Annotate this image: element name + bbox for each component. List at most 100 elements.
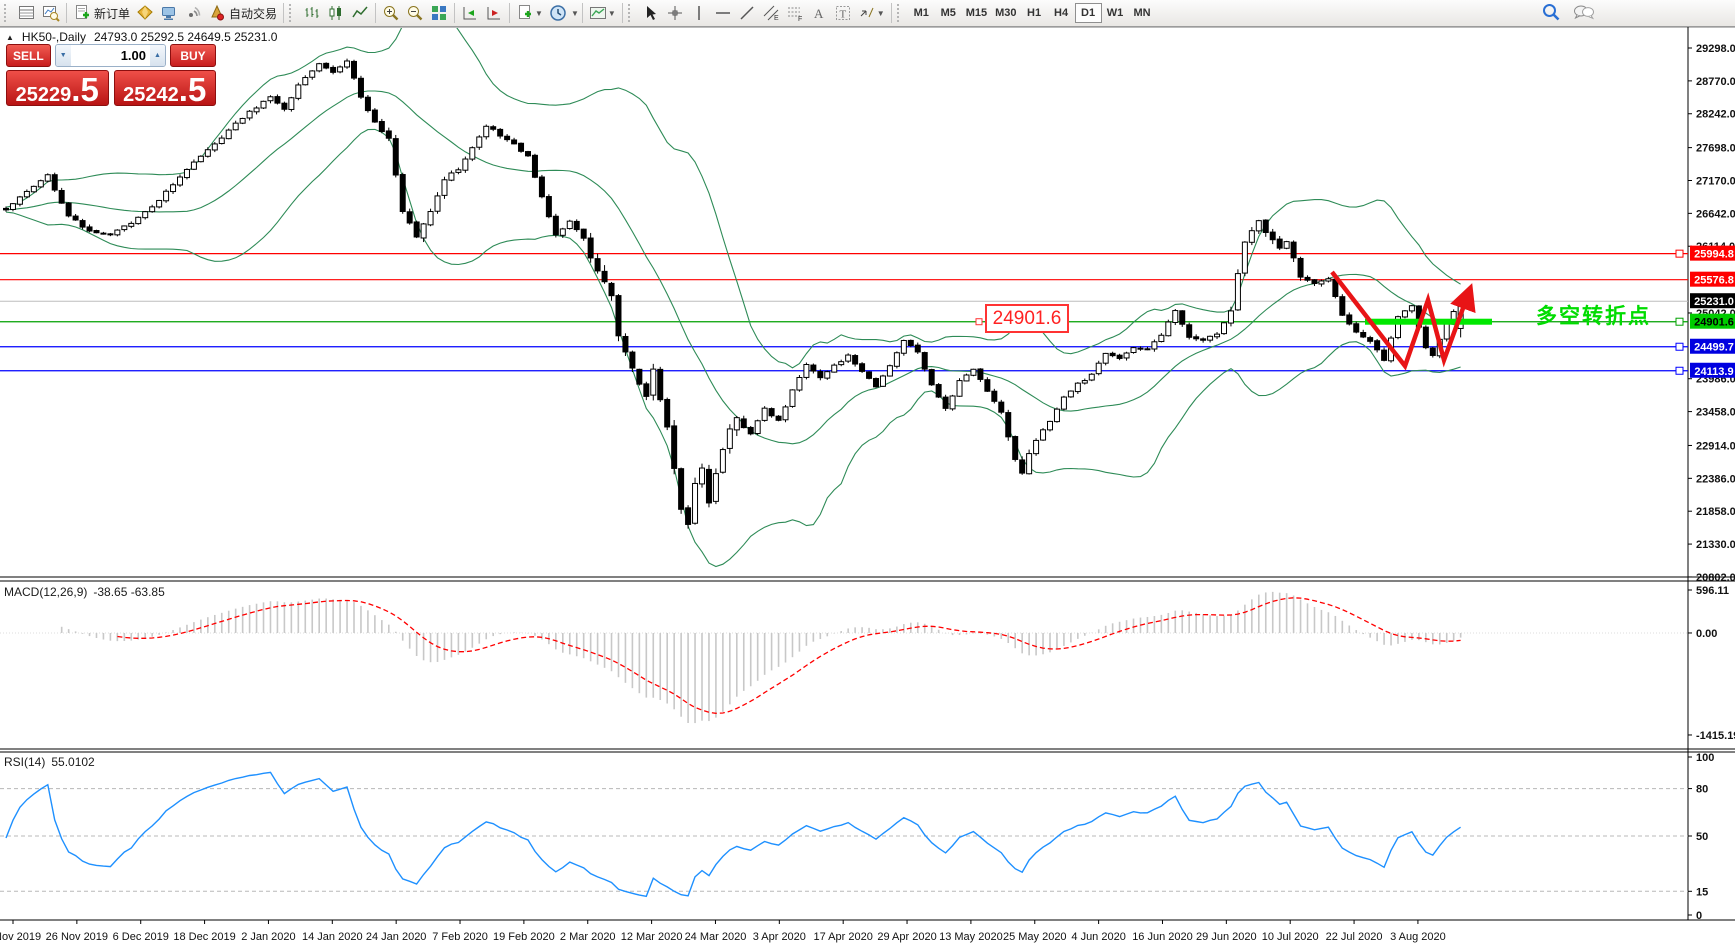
buy-price-main: 25242 — [123, 84, 179, 106]
line-drag-handle[interactable] — [1675, 366, 1684, 375]
date-label: 25 May 2020 — [1003, 931, 1067, 943]
bollinger-upper-band — [5, 28, 1461, 369]
trend-annotation-arrow[interactable] — [1330, 270, 1476, 371]
sell-button[interactable]: SELL — [6, 44, 51, 67]
timeframe-w1[interactable]: W1 — [1102, 3, 1129, 23]
autotrading-button[interactable]: 自动交易 — [205, 2, 280, 24]
trendline-tool-icon[interactable] — [735, 2, 759, 24]
pivot-highlight-line[interactable] — [1365, 318, 1492, 325]
toolbar-separator — [375, 3, 377, 23]
timeframe-m30[interactable]: M30 — [991, 3, 1020, 23]
volume-decrease-button[interactable]: ▼ — [55, 45, 71, 66]
svg-text:25231.0: 25231.0 — [1694, 296, 1734, 308]
equidistant-channel-tool-icon[interactable]: E — [759, 2, 783, 24]
pivot-note-text[interactable]: 多空转折点 — [1536, 305, 1651, 328]
svg-text:F: F — [798, 16, 802, 22]
symbol-name: HK50-,Daily — [21, 30, 86, 44]
new-order-button[interactable]: 新订单 — [70, 2, 133, 24]
timeframe-d1[interactable]: D1 — [1074, 3, 1102, 23]
svg-text:26642.0: 26642.0 — [1696, 208, 1735, 220]
chat-icon[interactable] — [1570, 1, 1598, 23]
mql5-community-icon[interactable] — [133, 2, 157, 24]
line-drag-handle[interactable] — [1675, 342, 1684, 351]
date-label: 7 Feb 2020 — [432, 931, 488, 943]
timeframe-m15[interactable]: M15 — [962, 3, 991, 23]
svg-text:100: 100 — [1696, 752, 1714, 764]
price-tag-25994.8[interactable]: 25994.8 — [1690, 245, 1735, 261]
chart-shift-icon[interactable] — [482, 2, 506, 24]
toolbar-separator — [454, 3, 456, 23]
price-tag-24499.7[interactable]: 24499.7 — [1690, 338, 1735, 354]
timeframe-h1[interactable]: H1 — [1021, 3, 1048, 23]
date-label: 26 Nov 2019 — [46, 931, 108, 943]
toolbar: 新订单 自动交易 ▼ ▼ — [0, 0, 1735, 27]
tile-windows-icon[interactable] — [427, 2, 451, 24]
profiles-icon[interactable]: ▼ — [586, 2, 619, 24]
date-label: 22 Jul 2020 — [1326, 931, 1383, 943]
macd-values: -38.65 -63.85 — [93, 585, 165, 599]
candlestick-type-icon[interactable] — [324, 2, 348, 24]
price-tag-24901.6[interactable]: 24901.6 — [1690, 313, 1735, 329]
date-label: 12 Mar 2020 — [621, 931, 683, 943]
virtual-hosting-icon[interactable] — [157, 2, 181, 24]
templates-icon[interactable]: ▼ — [513, 2, 546, 24]
bar-chart-type-icon[interactable] — [300, 2, 324, 24]
one-click-collapse-icon[interactable]: ▲ — [6, 32, 14, 42]
chevron-down-icon[interactable]: ▼ — [570, 8, 579, 18]
toolbar-separator — [890, 3, 892, 23]
date-label: 2 Jan 2020 — [241, 931, 295, 943]
new-order-label: 新订单 — [94, 6, 131, 21]
zoom-in-icon[interactable] — [379, 2, 403, 24]
sell-price-frac: .5 — [71, 71, 99, 108]
buy-button[interactable]: BUY — [170, 44, 216, 67]
buy-price-display[interactable]: 25242 .5 — [113, 70, 216, 106]
text-tool-icon[interactable]: A — [807, 2, 831, 24]
search-icon[interactable] — [1538, 1, 1564, 23]
svg-text:28770.0: 28770.0 — [1696, 76, 1735, 88]
auto-scroll-icon[interactable] — [458, 2, 482, 24]
period-clock-icon[interactable] — [546, 2, 570, 24]
volume-input[interactable] — [70, 45, 150, 66]
market-watch-icon[interactable] — [15, 2, 39, 24]
date-label: 29 Apr 2020 — [877, 931, 936, 943]
sell-price-display[interactable]: 25229 .5 — [6, 70, 109, 106]
vertical-line-tool-icon[interactable] — [687, 2, 711, 24]
line-drag-handle[interactable] — [1675, 317, 1684, 326]
volume-increase-button[interactable]: ▲ — [150, 45, 165, 66]
date-label: 14 Jan 2020 — [302, 931, 363, 943]
chevron-down-icon: ▼ — [607, 8, 616, 18]
timeframe-mn[interactable]: MN — [1129, 3, 1156, 23]
svg-text:22914.0: 22914.0 — [1696, 440, 1735, 452]
text-label-tool-icon[interactable]: T — [831, 2, 855, 24]
crosshair-tool-icon[interactable] — [663, 2, 687, 24]
data-window-icon[interactable] — [39, 2, 63, 24]
zoom-out-icon[interactable] — [403, 2, 427, 24]
macd-pane — [0, 591, 1688, 724]
svg-text:0: 0 — [1696, 910, 1702, 922]
line-drag-handle[interactable] — [1675, 249, 1684, 258]
signals-icon[interactable] — [181, 2, 205, 24]
arrows-tool-icon[interactable]: ▼ — [855, 2, 888, 24]
svg-text:596.11: 596.11 — [1696, 585, 1729, 597]
date-label: 18 Dec 2019 — [173, 931, 235, 943]
timeframe-h4[interactable]: H4 — [1048, 3, 1075, 23]
timeframe-m5[interactable]: M5 — [935, 3, 962, 23]
timeframe-m1[interactable]: M1 — [908, 3, 935, 23]
date-label: 29 Jun 2020 — [1196, 931, 1257, 943]
main-price-pane — [0, 28, 1688, 568]
price-tag-25576.8[interactable]: 25576.8 — [1690, 271, 1735, 287]
fibonacci-tool-icon[interactable]: F — [783, 2, 807, 24]
horizontal-line-tool-icon[interactable] — [711, 2, 735, 24]
date-label: 16 Jun 2020 — [1132, 931, 1193, 943]
line-chart-type-icon[interactable] — [348, 2, 372, 24]
svg-text:T: T — [839, 9, 846, 21]
price-tag-24113.9[interactable]: 24113.9 — [1690, 362, 1735, 378]
svg-text:80: 80 — [1696, 784, 1708, 796]
current-price-tag[interactable]: 25231.0 — [1690, 293, 1735, 309]
toolbar-separator — [283, 3, 285, 23]
svg-text:29298.0: 29298.0 — [1696, 43, 1735, 55]
symbol-ohlc-values: 24793.0 25292.5 24649.5 25231.0 — [93, 30, 278, 44]
pivot-price-label[interactable]: 24901.6 — [985, 304, 1069, 333]
cursor-tool-icon[interactable] — [639, 2, 663, 24]
